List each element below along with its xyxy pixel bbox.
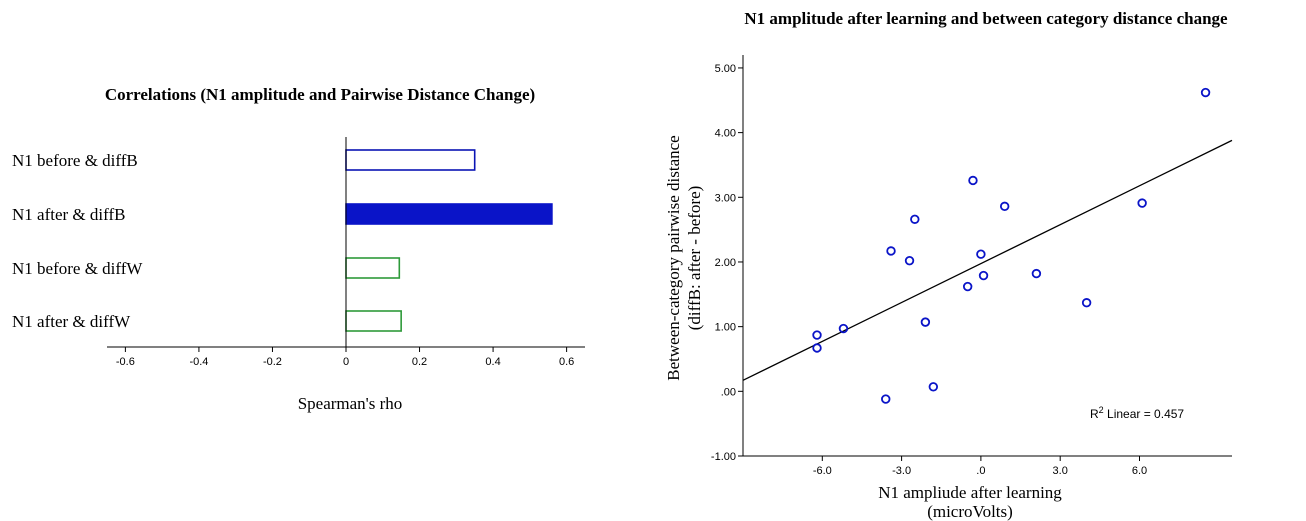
x-tick-label: 6.0 [1132, 465, 1147, 477]
bar [345, 257, 401, 279]
data-point [920, 317, 931, 327]
r-squared-value: Linear = 0.457 [1104, 407, 1185, 421]
y-tick-label: 4.00 [715, 128, 736, 140]
x-tick-label: -6.0 [813, 465, 832, 477]
bar [345, 203, 553, 225]
data-point [1200, 87, 1211, 98]
category-label: N1 before & diffW [12, 259, 143, 278]
y-tick-label: 5.00 [715, 63, 736, 75]
regression-line [742, 139, 1233, 381]
data-point [968, 175, 978, 186]
scatter-chart: N1 amplitude after learning and between … [664, 9, 1233, 521]
category-label: N1 after & diffB [12, 205, 125, 224]
scatter-y-axis-label-line-2: (diffB: after - before) [685, 186, 704, 331]
x-tick-label: -0.6 [116, 356, 135, 368]
data-point [1081, 298, 1092, 308]
x-tick-label: -0.2 [263, 356, 282, 368]
data-point [1137, 198, 1147, 208]
data-point [812, 343, 822, 353]
x-tick-label: -0.4 [189, 356, 208, 368]
r-squared-superscript: 2 [1099, 405, 1104, 415]
y-tick-label: 3.00 [715, 192, 736, 204]
x-tick-label: 0.6 [559, 356, 574, 368]
bar [345, 310, 402, 332]
y-tick-label: 1.00 [715, 322, 736, 334]
x-tick-label: .0 [976, 465, 985, 477]
scatter-chart-title: N1 amplitude after learning and between … [744, 9, 1228, 28]
scatter-x-axis-label-line-2: (microVolts) [927, 502, 1013, 521]
bar [345, 149, 476, 171]
data-point [812, 330, 822, 340]
data-point [928, 382, 939, 392]
data-point [962, 281, 973, 292]
y-tick-label: 2.00 [715, 257, 736, 269]
data-point [838, 323, 849, 334]
r-squared-letter: R [1090, 407, 1099, 421]
category-label: N1 after & diffW [12, 312, 131, 331]
x-tick-label: 3.0 [1053, 465, 1068, 477]
data-point [904, 255, 915, 266]
x-tick-label: 0.4 [485, 356, 500, 368]
data-point [999, 201, 1010, 212]
correlation-bar-chart: Correlations (N1 amplitude and Pairwise … [12, 85, 585, 413]
data-point [910, 214, 920, 224]
r-squared-annotation: R2 Linear = 0.457 [1090, 405, 1184, 421]
data-point [978, 270, 989, 281]
x-tick-label: 0.2 [412, 356, 427, 368]
data-point [976, 249, 986, 259]
data-point [886, 246, 896, 256]
bar-chart-x-axis-label: Spearman's rho [298, 394, 403, 413]
data-point [1031, 268, 1042, 279]
x-tick-label: -3.0 [892, 465, 911, 477]
y-tick-label: .00 [721, 386, 736, 398]
x-tick-label: 0 [343, 356, 349, 368]
category-label: N1 before & diffB [12, 151, 138, 170]
data-point [881, 394, 891, 404]
y-tick-label: -1.00 [711, 451, 736, 463]
bar-chart-title: Correlations (N1 amplitude and Pairwise … [105, 85, 535, 104]
scatter-y-axis-label-line-1: Between-category pairwise distance [664, 135, 683, 380]
scatter-x-axis-label-line-1: N1 ampliude after learning [878, 483, 1062, 502]
